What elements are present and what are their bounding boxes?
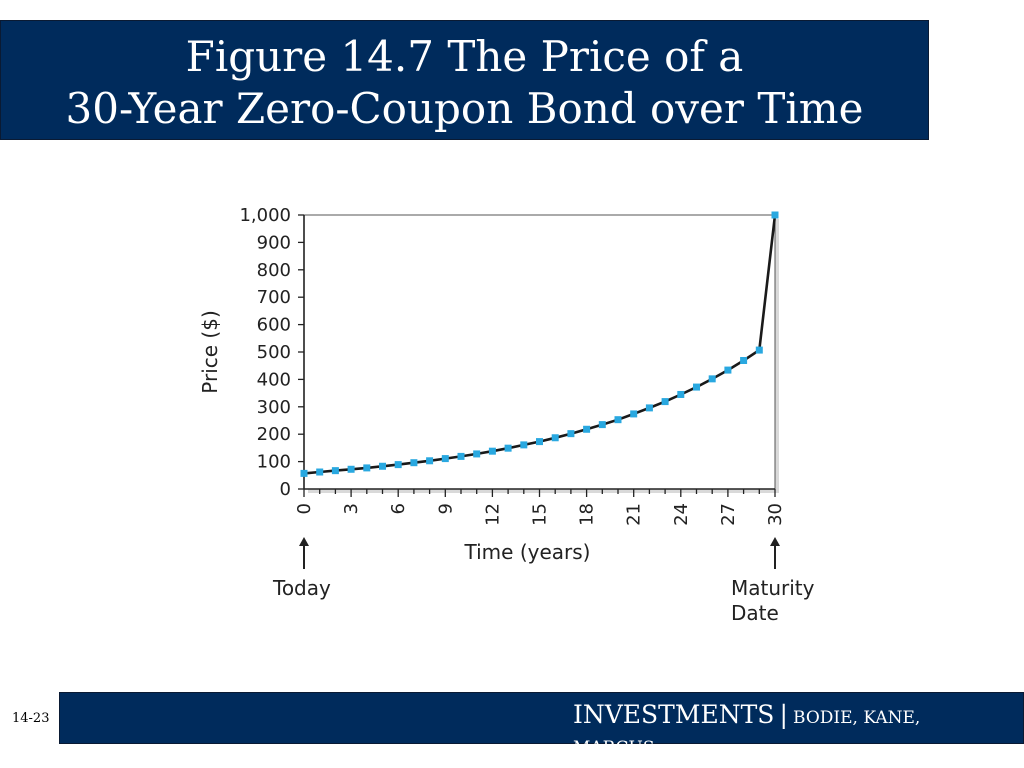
footer-separator: | — [779, 700, 788, 729]
data-point — [740, 356, 748, 364]
x-tick-label: 27 — [718, 503, 739, 526]
x-tick-label: 9 — [435, 503, 456, 514]
y-tick-label: 100 — [257, 452, 291, 473]
data-point — [473, 450, 481, 458]
y-tick-label: 300 — [257, 397, 291, 418]
annotation-maturity-date: Date — [731, 601, 779, 625]
data-point — [300, 469, 308, 477]
x-tick-label: 6 — [388, 503, 409, 514]
footer-bar — [59, 692, 1024, 744]
annotation-today: Today — [272, 576, 331, 600]
slide-number: 14-23 — [12, 711, 50, 726]
data-point — [724, 366, 732, 374]
annotation-arrowhead — [770, 537, 780, 546]
footer-authors: BODIE, KANE, MARCUS — [573, 708, 921, 744]
data-point — [755, 346, 763, 354]
x-tick-label: 30 — [765, 503, 786, 526]
data-point — [693, 383, 700, 391]
y-tick-label: 400 — [257, 369, 291, 390]
data-point — [583, 425, 591, 433]
title-line-1: Figure 14.7 The Price of a — [185, 32, 744, 81]
data-point — [504, 444, 512, 452]
data-point — [630, 410, 638, 418]
data-point — [426, 457, 434, 465]
plot-frame — [303, 214, 776, 490]
data-point — [363, 464, 371, 472]
annotation-arrowhead — [299, 537, 309, 546]
data-point — [645, 404, 653, 412]
data-point — [598, 421, 606, 429]
data-point — [347, 465, 355, 473]
title-line-2: 30-Year Zero-Coupon Bond over Time — [65, 84, 864, 133]
data-point — [771, 211, 779, 219]
data-point — [520, 441, 528, 449]
x-tick-label: 3 — [341, 503, 362, 514]
data-point — [410, 459, 418, 467]
x-tick-label: 18 — [577, 503, 598, 526]
data-point — [441, 455, 449, 463]
y-tick-label: 800 — [257, 260, 291, 281]
y-tick-label: 1,000 — [239, 205, 291, 226]
y-tick-label: 700 — [257, 287, 291, 308]
data-point — [614, 416, 622, 424]
y-tick-label: 0 — [280, 479, 291, 500]
data-point — [536, 438, 543, 446]
x-tick-label: 15 — [530, 503, 551, 526]
footer-credit: INVESTMENTS | BODIE, KANE, MARCUS — [573, 700, 963, 744]
bond-price-chart: 0 100 200 300 400 500 600 700 800 900 1,000 0 3 6 9 12 1… — [198, 205, 815, 625]
x-axis-title: Time (years) — [464, 540, 591, 564]
data-point — [551, 434, 559, 442]
y-tick-label: 600 — [257, 315, 291, 336]
footer-book-title: INVESTMENTS — [573, 700, 775, 729]
data-point — [457, 452, 465, 460]
data-point — [677, 390, 685, 398]
x-tick-label: 12 — [482, 503, 503, 526]
x-tick-label: 24 — [671, 503, 692, 526]
title-banner: Figure 14.7 The Price of a 30-Year Zero-… — [0, 20, 929, 140]
data-point — [661, 398, 669, 406]
data-point — [488, 447, 496, 455]
y-tick-label: 900 — [257, 232, 291, 253]
x-tick-label: 21 — [624, 503, 645, 526]
data-point — [316, 468, 324, 476]
data-point — [379, 462, 386, 470]
data-point — [331, 467, 339, 475]
data-point — [394, 461, 402, 469]
y-axis-title: Price ($) — [198, 310, 222, 393]
x-tick-label: 0 — [294, 503, 315, 514]
y-tick-label: 500 — [257, 342, 291, 363]
data-point — [708, 375, 716, 383]
data-point — [567, 430, 575, 438]
y-tick-label: 200 — [257, 424, 291, 445]
annotation-maturity-date: Maturity — [731, 576, 815, 600]
